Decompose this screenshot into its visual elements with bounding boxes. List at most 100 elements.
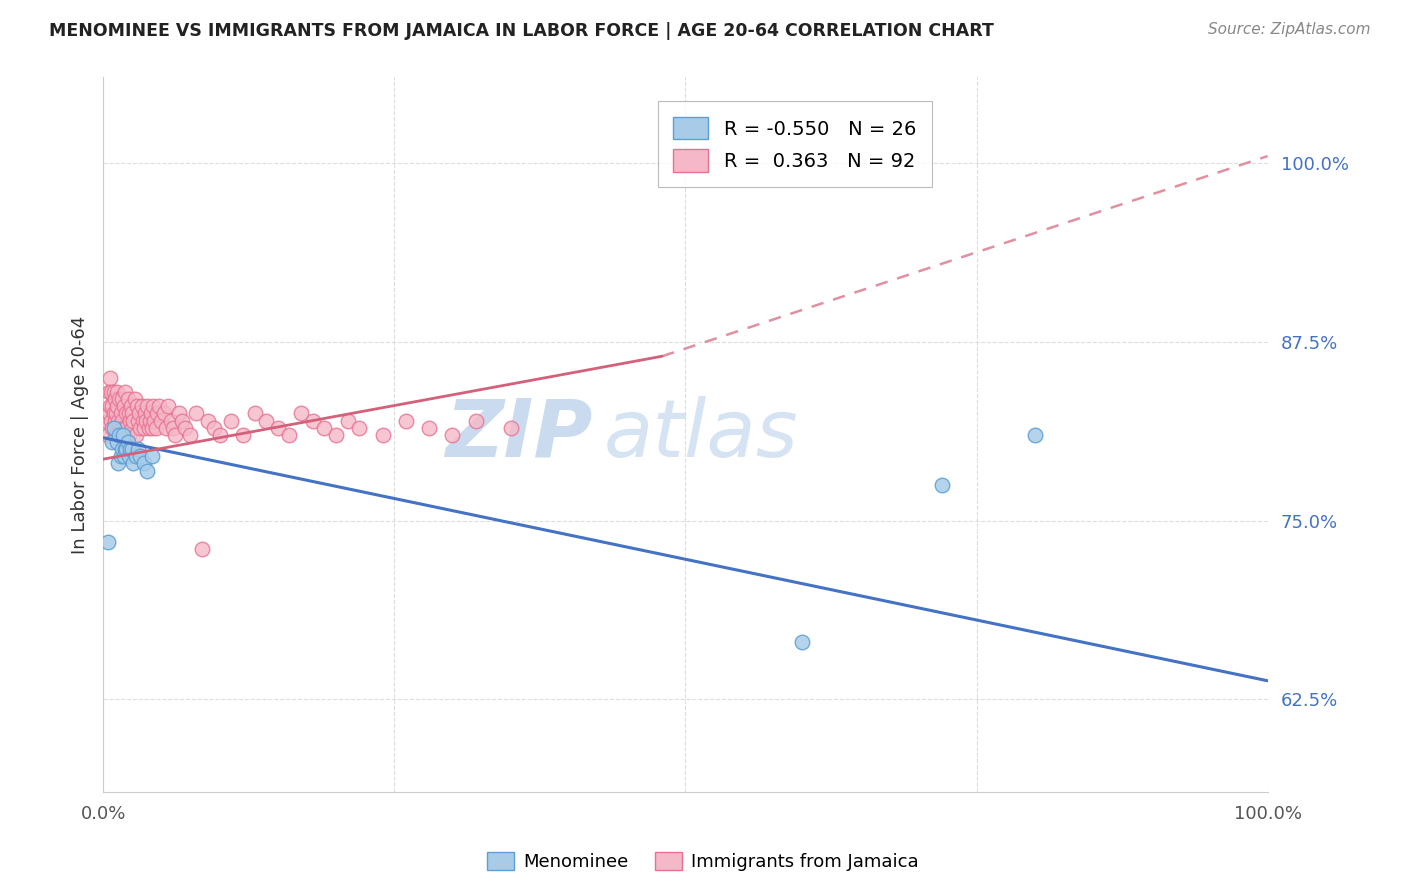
Point: [159, 413, 181, 427]
Point: [290, 406, 312, 420]
Point: [114, 384, 136, 399]
Point: [325, 428, 347, 442]
Point: [105, 399, 128, 413]
Point: [186, 406, 208, 420]
Y-axis label: In Labor Force | Age 20-64: In Labor Force | Age 20-64: [72, 316, 89, 554]
Point: [117, 392, 139, 406]
Point: [125, 428, 148, 442]
Point: [136, 399, 159, 413]
Point: [98, 370, 121, 384]
Point: [100, 413, 122, 427]
Point: [314, 421, 336, 435]
Point: [115, 406, 138, 420]
Point: [97, 384, 120, 399]
Point: [395, 413, 418, 427]
Point: [139, 406, 162, 420]
Point: [124, 392, 146, 406]
Point: [100, 384, 122, 399]
Point: [125, 399, 148, 413]
Point: [208, 428, 231, 442]
Text: Source: ZipAtlas.com: Source: ZipAtlas.com: [1208, 22, 1371, 37]
Point: [134, 406, 156, 420]
Point: [97, 535, 120, 549]
Point: [145, 406, 167, 420]
Point: [121, 421, 143, 435]
Point: [125, 450, 148, 464]
Point: [232, 428, 254, 442]
Point: [157, 399, 180, 413]
Point: [191, 542, 214, 557]
Point: [132, 413, 155, 427]
Point: [110, 406, 132, 420]
Point: [115, 442, 138, 457]
Point: [127, 442, 149, 457]
Point: [179, 428, 201, 442]
Point: [104, 392, 127, 406]
Point: [114, 442, 136, 457]
Point: [167, 406, 190, 420]
Point: [129, 450, 152, 464]
Point: [278, 428, 301, 442]
Point: [132, 457, 155, 471]
Point: [105, 384, 128, 399]
Point: [107, 457, 129, 471]
Point: [111, 413, 134, 427]
Point: [127, 413, 149, 427]
Point: [129, 421, 152, 435]
Point: [143, 413, 166, 427]
Point: [112, 450, 135, 464]
Point: [141, 450, 163, 464]
Point: [150, 413, 173, 427]
Point: [173, 421, 195, 435]
Point: [136, 464, 159, 478]
Point: [336, 413, 359, 427]
Point: [110, 450, 132, 464]
Point: [1024, 428, 1046, 442]
Legend: R = -0.550   N = 26, R =  0.363   N = 92: R = -0.550 N = 26, R = 0.363 N = 92: [658, 102, 932, 187]
Point: [349, 421, 371, 435]
Point: [115, 421, 138, 435]
Point: [197, 413, 219, 427]
Point: [108, 392, 131, 406]
Point: [135, 413, 157, 427]
Point: [141, 421, 163, 435]
Point: [172, 413, 194, 427]
Point: [110, 428, 132, 442]
Point: [118, 406, 141, 420]
Point: [96, 413, 118, 427]
Point: [132, 421, 155, 435]
Point: [128, 406, 150, 420]
Point: [118, 442, 141, 457]
Point: [118, 413, 141, 427]
Point: [152, 406, 174, 420]
Point: [371, 428, 394, 442]
Point: [138, 413, 160, 427]
Point: [103, 406, 125, 420]
Point: [162, 421, 184, 435]
Point: [219, 413, 242, 427]
Point: [499, 421, 522, 435]
Point: [931, 478, 953, 492]
Legend: Menominee, Immigrants from Jamaica: Menominee, Immigrants from Jamaica: [479, 845, 927, 879]
Point: [148, 399, 170, 413]
Point: [155, 421, 177, 435]
Point: [464, 413, 486, 427]
Point: [441, 428, 464, 442]
Point: [98, 399, 121, 413]
Point: [105, 435, 128, 450]
Point: [122, 457, 145, 471]
Point: [301, 413, 323, 427]
Point: [97, 428, 120, 442]
Text: MENOMINEE VS IMMIGRANTS FROM JAMAICA IN LABOR FORCE | AGE 20-64 CORRELATION CHAR: MENOMINEE VS IMMIGRANTS FROM JAMAICA IN …: [49, 22, 994, 40]
Point: [165, 428, 187, 442]
Point: [790, 635, 813, 649]
Point: [104, 428, 127, 442]
Text: atlas: atlas: [603, 396, 799, 474]
Point: [254, 413, 277, 427]
Point: [142, 399, 165, 413]
Point: [138, 421, 160, 435]
Point: [202, 421, 225, 435]
Point: [101, 421, 124, 435]
Point: [145, 421, 167, 435]
Point: [118, 428, 141, 442]
